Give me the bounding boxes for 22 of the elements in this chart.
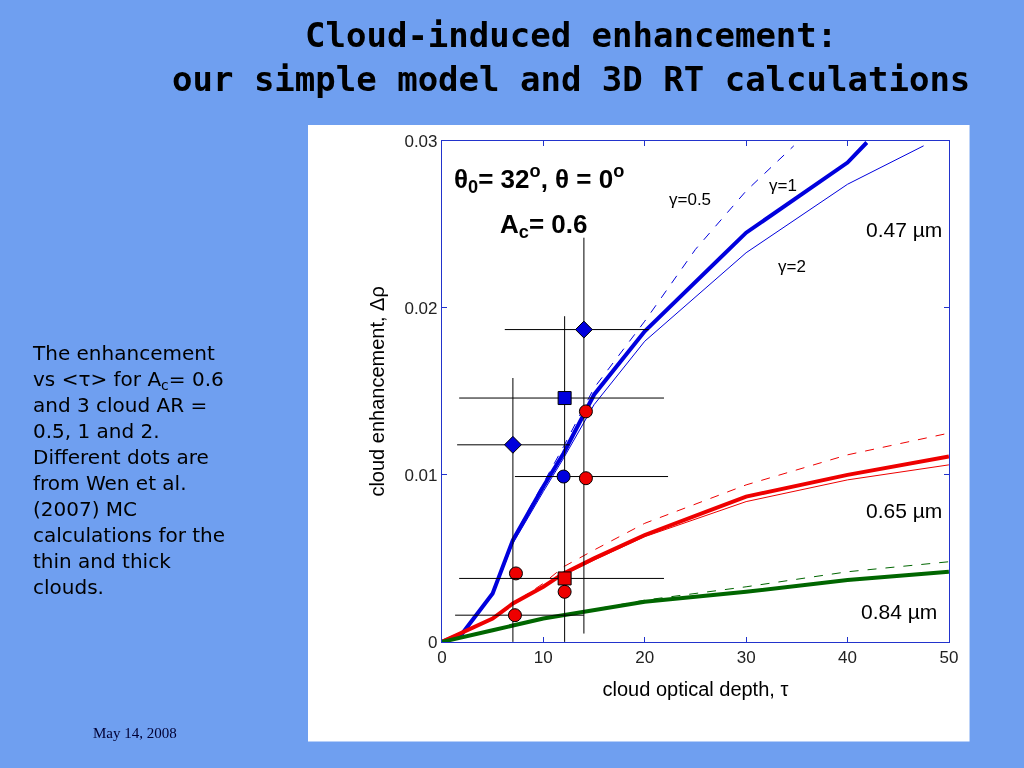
y-tick-label: 0.03 [404, 131, 438, 151]
x-tick-label: 10 [533, 648, 553, 668]
x-tick-label: 40 [838, 648, 858, 668]
y-tick-label: 0.01 [404, 465, 438, 485]
series-label: γ=0.5 [669, 190, 712, 209]
annotation: 0.65 µm [866, 499, 943, 522]
y-tick-label: 0 [428, 632, 438, 652]
annotation: A$_{c}$= 0.6 [500, 209, 588, 243]
annotation: 0.47 µm [866, 218, 943, 241]
text: The enhancement vs <τ> for A$_{c}$= 0.6 and 3 cloud AR = 0.5, 1 and 2. Different dots are from Wen et al. (2007) MC calculations for the thin and thick clouds. [33, 341, 226, 599]
chart-title: Cloud-induced enhancement: our simple model and 3D RT calculations [172, 15, 971, 100]
text: May 14, 2008 [93, 725, 177, 741]
y-axis-title: cloud enhancement, Δρ [365, 286, 388, 497]
annotation: 0.84 µm [861, 600, 938, 623]
x-tick-label: 30 [736, 648, 756, 668]
series-label: γ=1 [769, 176, 797, 195]
annotation: θ$_{0}$= 32$^{o}$, θ = 0$^{o}$ [454, 161, 625, 198]
y-tick-label: 0.02 [404, 298, 438, 318]
series-label: γ=2 [778, 257, 806, 276]
x-tick-label: 20 [635, 648, 655, 668]
x-axis-title: cloud optical depth, τ [602, 677, 789, 700]
x-tick-label: 50 [939, 648, 959, 668]
